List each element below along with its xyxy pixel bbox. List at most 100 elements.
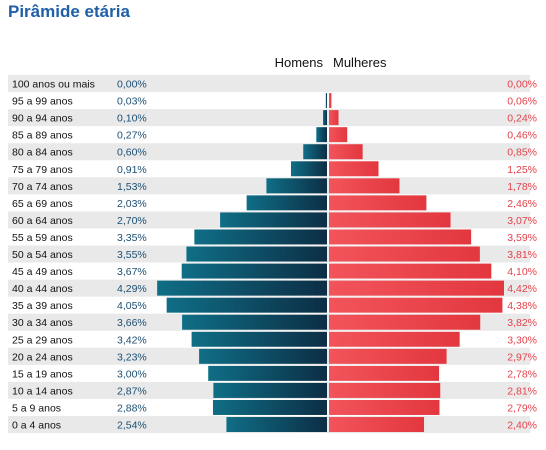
- men-value-label: 2,54%: [117, 420, 147, 432]
- women-value-label: 0,06%: [507, 96, 537, 108]
- age-group-label: 10 a 14 anos: [12, 385, 73, 397]
- women-value-label: 4,10%: [507, 266, 537, 278]
- women-bar: [329, 365, 440, 381]
- men-value-label: 2,87%: [117, 385, 147, 397]
- women-bar: [329, 212, 451, 228]
- row-stripe: [8, 75, 530, 93]
- men-value-label: 3,55%: [117, 249, 147, 261]
- men-bar: [191, 331, 327, 347]
- women-bar: [329, 178, 400, 194]
- women-bar: [329, 93, 332, 109]
- age-group-label: 70 a 74 anos: [12, 181, 73, 193]
- women-value-label: 0,85%: [507, 147, 537, 159]
- men-value-label: 0,10%: [117, 113, 147, 125]
- age-group-label: 15 a 19 anos: [12, 368, 73, 380]
- men-value-label: 4,05%: [117, 300, 147, 312]
- age-group-label: 80 a 84 anos: [12, 147, 73, 159]
- men-bar: [323, 110, 327, 126]
- men-value-label: 3,00%: [117, 368, 147, 380]
- men-value-label: 0,03%: [117, 96, 147, 108]
- men-bar: [220, 212, 327, 228]
- men-bar: [157, 280, 327, 296]
- men-bar: [266, 178, 327, 194]
- men-value-label: 3,66%: [117, 317, 147, 329]
- men-value-label: 3,35%: [117, 232, 147, 244]
- women-bar: [329, 280, 504, 296]
- men-value-label: 2,88%: [117, 402, 147, 414]
- women-value-label: 2,78%: [507, 368, 537, 380]
- men-bar: [181, 263, 327, 279]
- age-group-label: 45 a 49 anos: [12, 266, 73, 278]
- age-group-label: 50 a 54 anos: [12, 249, 73, 261]
- men-bar: [226, 417, 327, 433]
- women-bar: [329, 331, 460, 347]
- women-bar: [329, 263, 492, 279]
- women-value-label: 3,82%: [507, 317, 537, 329]
- men-bar: [186, 246, 327, 262]
- age-group-label: 100 anos ou mais: [12, 79, 95, 91]
- men-value-label: 2,03%: [117, 198, 147, 210]
- legend-men: Homens: [275, 55, 324, 70]
- men-value-label: 2,70%: [117, 215, 147, 227]
- men-bar: [182, 314, 327, 330]
- legend-women: Mulheres: [333, 55, 387, 70]
- women-value-label: 3,81%: [507, 249, 537, 261]
- men-value-label: 4,29%: [117, 283, 147, 295]
- age-group-label: 75 a 79 anos: [12, 164, 73, 176]
- women-value-label: 0,00%: [507, 79, 537, 91]
- men-bar: [199, 348, 327, 364]
- women-bar: [329, 246, 480, 262]
- legend: Homens Mulheres: [275, 55, 387, 70]
- women-value-label: 2,81%: [507, 385, 537, 397]
- age-group-label: 60 a 64 anos: [12, 215, 73, 227]
- row-stripe: [8, 109, 530, 127]
- men-bar: [208, 365, 327, 381]
- women-bar: [329, 314, 481, 330]
- women-value-label: 4,42%: [507, 283, 537, 295]
- men-value-label: 0,27%: [117, 130, 147, 142]
- women-value-label: 2,40%: [507, 420, 537, 432]
- men-bar: [316, 127, 327, 143]
- men-bar: [303, 144, 327, 160]
- age-group-label: 95 a 99 anos: [12, 96, 73, 108]
- men-bar: [212, 399, 327, 415]
- women-value-label: 2,79%: [507, 402, 537, 414]
- men-bar: [166, 297, 327, 313]
- age-group-label: 35 a 39 anos: [12, 300, 73, 312]
- age-group-label: 55 a 59 anos: [12, 232, 73, 244]
- men-bar: [213, 382, 327, 398]
- women-value-label: 1,78%: [507, 181, 537, 193]
- age-group-label: 40 a 44 anos: [12, 283, 73, 295]
- row-stripe: [8, 143, 530, 161]
- women-value-label: 3,07%: [507, 215, 537, 227]
- women-value-label: 2,97%: [507, 351, 537, 363]
- men-value-label: 0,00%: [117, 79, 147, 91]
- men-bar: [325, 93, 327, 109]
- women-value-label: 1,25%: [507, 164, 537, 176]
- age-group-label: 90 a 94 anos: [12, 113, 73, 125]
- women-value-label: 4,38%: [507, 300, 537, 312]
- women-bar: [329, 161, 379, 177]
- age-group-label: 0 a 4 anos: [12, 420, 61, 432]
- women-bar: [329, 399, 440, 415]
- age-group-label: 85 a 89 anos: [12, 130, 73, 142]
- women-bar: [329, 195, 427, 211]
- chart-rows: 100 anos ou mais 0,00% 0,00% 95 a 99 anos 0,…: [12, 79, 537, 433]
- age-group-label: 20 a 24 anos: [12, 351, 73, 363]
- men-value-label: 0,60%: [117, 147, 147, 159]
- women-bar: [329, 144, 363, 160]
- chart-title: Pirâmide etária: [8, 2, 130, 21]
- age-group-label: 30 a 34 anos: [12, 317, 73, 329]
- women-bar: [329, 127, 348, 143]
- women-value-label: 2,46%: [507, 198, 537, 210]
- women-value-label: 0,46%: [507, 130, 537, 142]
- age-group-label: 25 a 29 anos: [12, 334, 73, 346]
- women-bar: [329, 297, 503, 313]
- men-value-label: 3,67%: [117, 266, 147, 278]
- men-value-label: 3,42%: [117, 334, 147, 346]
- men-value-label: 1,53%: [117, 181, 147, 193]
- women-value-label: 3,30%: [507, 334, 537, 346]
- men-bar: [246, 195, 327, 211]
- women-bar: [329, 382, 441, 398]
